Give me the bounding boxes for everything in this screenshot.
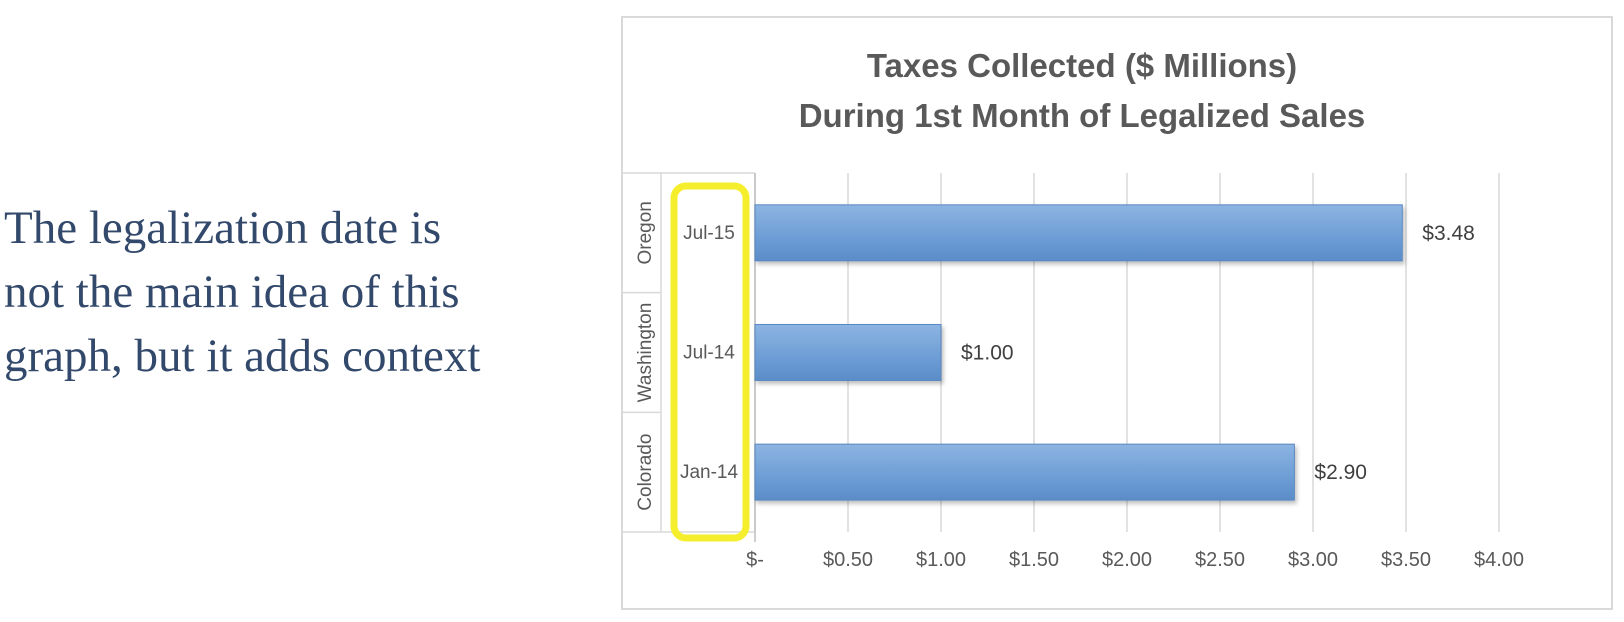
bar-washington [754, 324, 942, 381]
data-label: $1.00 [961, 342, 1014, 365]
x-tick-label: $2.50 [1195, 549, 1245, 571]
chart-title-line-2: During 1st Month of Legalized Sales [799, 97, 1366, 134]
bar-oregon [754, 204, 1403, 262]
category-group-label: Colorado [635, 434, 656, 511]
chart-title-line-1: Taxes Collected ($ Millions) [867, 47, 1297, 84]
x-tick-label: $3.50 [1381, 549, 1431, 571]
caption-line-3: graph, but it adds context [4, 330, 481, 382]
caption-line-1: The legalization date is [4, 202, 442, 254]
x-tick-label: $4.00 [1474, 549, 1524, 571]
data-label: $3.48 [1422, 222, 1475, 245]
slide-caption: The legalization date is not the main id… [4, 196, 584, 388]
bar-colorado [754, 443, 1295, 501]
x-tick-label: $2.00 [1102, 549, 1152, 571]
category-group-label: Washington [635, 303, 656, 403]
date-highlight-box [670, 182, 750, 542]
x-tick-label: $- [746, 549, 764, 571]
tax-bar-chart: Taxes Collected ($ Millions) During 1st … [623, 47, 1524, 571]
category-date-label: Jan-14 [680, 462, 739, 483]
data-label: $2.90 [1314, 461, 1367, 484]
category-date-label: Jul-14 [683, 343, 735, 364]
chart-frame: Taxes Collected ($ Millions) During 1st … [621, 16, 1613, 610]
x-tick-label: $1.50 [1009, 549, 1059, 571]
caption-line-2: not the main idea of this [4, 266, 460, 318]
x-tick-label: $0.50 [823, 549, 873, 571]
category-group-label: Oregon [635, 201, 656, 264]
x-tick-label: $3.00 [1288, 549, 1338, 571]
category-date-label: Jul-15 [683, 223, 735, 244]
x-tick-label: $1.00 [916, 549, 966, 571]
